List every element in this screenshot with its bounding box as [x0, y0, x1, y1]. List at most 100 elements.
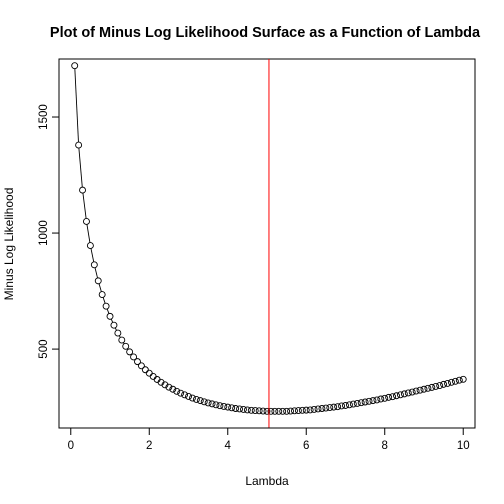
data-point [83, 218, 90, 225]
x-axis: 0 2 4 6 8 10 [68, 427, 470, 452]
data-point [232, 405, 240, 412]
data-point [137, 362, 145, 370]
data-point [204, 399, 212, 407]
data-point [173, 387, 181, 395]
data-point [428, 383, 436, 391]
data-point [322, 404, 330, 412]
data-point [247, 406, 255, 414]
data-point [94, 277, 102, 285]
data-point [224, 403, 232, 411]
x-axis-label: Lambda [245, 474, 289, 488]
data-point [302, 406, 310, 414]
data-point [106, 312, 114, 320]
data-point [338, 402, 346, 410]
x-tick-label: 8 [382, 440, 388, 452]
data-point [259, 407, 267, 415]
data-point [369, 397, 377, 405]
data-point [118, 336, 126, 344]
data-point [291, 407, 298, 415]
series-line-segment [102, 297, 106, 304]
x-tick-label: 10 [457, 440, 470, 452]
data-point [275, 407, 283, 415]
y-tick-label: 500 [38, 340, 50, 359]
data-point [373, 396, 381, 404]
x-tick-label: 6 [303, 440, 309, 452]
chart-title: Plot of Minus Log Likelihood Surface as … [50, 25, 481, 41]
data-point [71, 62, 79, 70]
data-point [196, 397, 204, 405]
data-point [455, 376, 463, 384]
data-point [345, 401, 353, 409]
data-point [444, 379, 451, 387]
data-point [440, 380, 448, 388]
data-point [381, 394, 389, 402]
series-line-segment [82, 193, 87, 219]
plot-area [71, 59, 467, 428]
data-point [228, 404, 236, 412]
data-point [267, 407, 275, 415]
data-point [306, 406, 314, 414]
data-point [408, 388, 416, 396]
data-point [220, 402, 228, 410]
data-point [287, 407, 294, 415]
series-line-segment [98, 283, 102, 292]
data-point [110, 321, 118, 329]
x-tick-label: 0 [68, 440, 74, 452]
data-point [393, 392, 400, 400]
data-point [79, 186, 86, 194]
series-line-segment [110, 318, 114, 323]
plot-frame [58, 58, 476, 429]
data-point [314, 405, 322, 413]
data-point [98, 291, 106, 299]
data-point [420, 385, 428, 393]
data-point [412, 387, 420, 395]
data-point [459, 375, 467, 383]
series-line-segment [86, 224, 91, 243]
data-point [334, 403, 342, 411]
data-point [361, 398, 369, 406]
data-point [263, 407, 271, 415]
data-point [145, 369, 153, 377]
series-line-segment [114, 327, 117, 331]
data-point [149, 373, 157, 380]
data-point [255, 407, 263, 415]
data-point [130, 353, 138, 361]
data-point [326, 404, 334, 412]
series-line-segment [106, 308, 110, 314]
data-point [114, 329, 122, 337]
y-axis-label: Minus Log Likelihood [2, 188, 16, 301]
data-point [377, 395, 385, 403]
series-line-segment [74, 68, 79, 143]
data-point [185, 392, 192, 400]
data-point [396, 391, 404, 399]
data-point [283, 407, 291, 415]
data-point [240, 405, 247, 413]
series-line-segment [78, 148, 83, 188]
data-point [318, 405, 326, 412]
data-point [236, 405, 243, 413]
data-point [188, 394, 196, 402]
series-line-segment [90, 248, 95, 263]
data-point [389, 393, 397, 401]
data-point [102, 302, 110, 310]
y-axis: 500 1000 1500 [38, 104, 60, 359]
data-point [451, 377, 459, 385]
data-point [208, 400, 216, 408]
data-point [404, 389, 412, 397]
data-point [169, 385, 177, 393]
data-point [90, 261, 98, 269]
data-point [181, 391, 189, 399]
data-point [353, 399, 361, 407]
data-point [134, 358, 141, 366]
data-point [416, 386, 424, 394]
data-point [75, 141, 83, 149]
data-point [200, 398, 208, 406]
x-tick-label: 4 [225, 440, 232, 452]
data-point [86, 242, 94, 250]
data-point [385, 393, 393, 401]
data-point [243, 406, 251, 414]
data-point [161, 381, 169, 389]
data-point [432, 383, 440, 390]
data-point [400, 390, 408, 398]
